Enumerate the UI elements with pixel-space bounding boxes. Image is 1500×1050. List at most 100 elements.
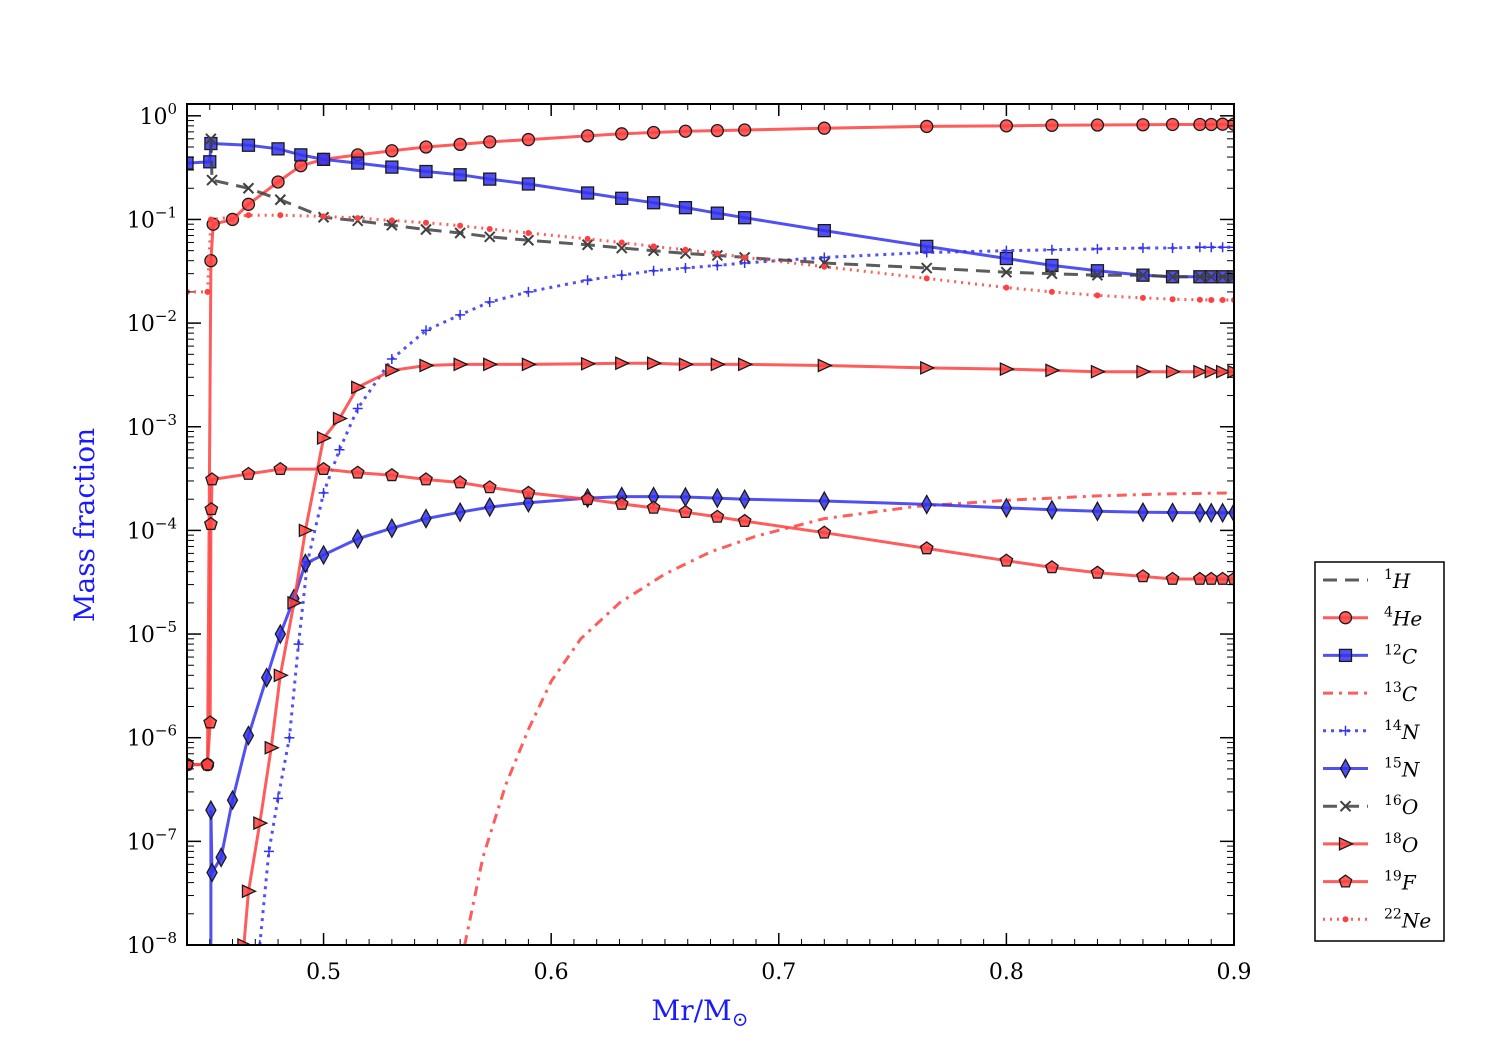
legend-label: 14N <box>1384 718 1421 744</box>
data-point <box>1204 571 1219 585</box>
data-point <box>999 553 1014 567</box>
data-point <box>923 275 930 282</box>
data-point <box>1205 502 1217 524</box>
plot-frame <box>186 103 1235 946</box>
data-point <box>241 197 256 211</box>
data-point <box>332 411 349 426</box>
data-point <box>226 789 239 811</box>
data-point <box>385 363 401 378</box>
data-point <box>919 541 934 555</box>
data-point <box>580 491 595 506</box>
data-point <box>293 639 304 650</box>
data-point <box>714 250 721 257</box>
data-point <box>1196 296 1203 303</box>
data-point <box>1044 560 1059 574</box>
data-point <box>1194 242 1205 253</box>
data-point <box>260 667 273 688</box>
legend-label: 15N <box>1384 756 1421 782</box>
data-point <box>385 160 399 174</box>
data-point <box>1193 117 1207 132</box>
data-point <box>1094 292 1101 299</box>
data-point <box>1090 364 1106 379</box>
data-point <box>271 175 285 189</box>
data-point <box>1048 288 1055 295</box>
data-point <box>1136 569 1150 583</box>
data-point <box>999 119 1014 133</box>
data-point <box>1229 242 1234 253</box>
data-point <box>484 296 495 307</box>
data-point <box>317 544 330 566</box>
data-point <box>351 528 364 550</box>
data-point <box>1045 363 1061 378</box>
y-tick-label: 10−3 <box>127 411 177 441</box>
data-point <box>1046 499 1058 521</box>
data-point <box>386 517 398 539</box>
data-point <box>615 356 631 371</box>
data-point <box>422 219 429 226</box>
data-point <box>294 148 308 162</box>
data-point <box>203 715 218 729</box>
data-point <box>646 356 663 371</box>
data-point <box>204 288 211 295</box>
data-point <box>1137 501 1149 523</box>
data-point <box>241 466 256 480</box>
data-point <box>273 793 284 804</box>
data-point <box>1046 267 1058 280</box>
data-point <box>241 884 258 899</box>
data-point <box>818 257 831 269</box>
data-point <box>1165 117 1180 132</box>
data-point <box>200 757 215 771</box>
data-point <box>680 263 691 274</box>
data-point <box>273 461 288 476</box>
data-point <box>1137 269 1149 281</box>
data-point <box>682 246 689 253</box>
data-point <box>920 494 933 515</box>
legend-item: 18O <box>1323 831 1418 857</box>
data-point <box>203 516 218 531</box>
legend-swatch-marker <box>1338 874 1353 888</box>
data-point <box>1204 117 1218 132</box>
data-point <box>817 525 832 539</box>
data-point <box>204 501 219 516</box>
data-point <box>316 152 331 167</box>
data-point <box>817 223 831 238</box>
data-point <box>1000 497 1013 519</box>
data-point <box>1045 258 1059 273</box>
legend-swatch-marker <box>1342 916 1349 923</box>
data-point <box>419 358 435 373</box>
data-point <box>277 212 284 219</box>
data-point <box>454 227 466 239</box>
series-14-n <box>254 242 1234 945</box>
series-4-he <box>187 117 1234 772</box>
legend-label: 16O <box>1384 793 1418 819</box>
data-point <box>386 354 397 365</box>
data-point <box>616 242 628 254</box>
series-18-o <box>237 356 1234 945</box>
data-point <box>521 132 536 147</box>
data-point <box>264 740 280 755</box>
data-point <box>206 862 218 883</box>
series-12-c <box>187 136 1234 284</box>
data-point <box>678 200 693 215</box>
data-point <box>1206 242 1217 253</box>
data-point <box>521 357 537 372</box>
data-point <box>1215 571 1230 585</box>
data-point <box>1090 118 1105 132</box>
data-point <box>1227 571 1234 585</box>
data-point <box>1192 571 1207 585</box>
series-16-o <box>205 133 1234 283</box>
series-19-f <box>187 461 1234 771</box>
series-line <box>463 491 1234 945</box>
data-point <box>334 444 345 455</box>
data-point <box>419 164 433 179</box>
data-point <box>615 191 629 205</box>
data-point <box>1205 271 1217 283</box>
legend-swatch-marker <box>1340 725 1351 736</box>
data-point <box>350 465 365 479</box>
data-point <box>351 380 367 395</box>
data-point <box>1204 364 1220 379</box>
data-point <box>1000 266 1013 278</box>
x-tick-label: 0.5 <box>306 960 341 985</box>
data-point <box>582 275 593 286</box>
data-point <box>384 468 399 482</box>
